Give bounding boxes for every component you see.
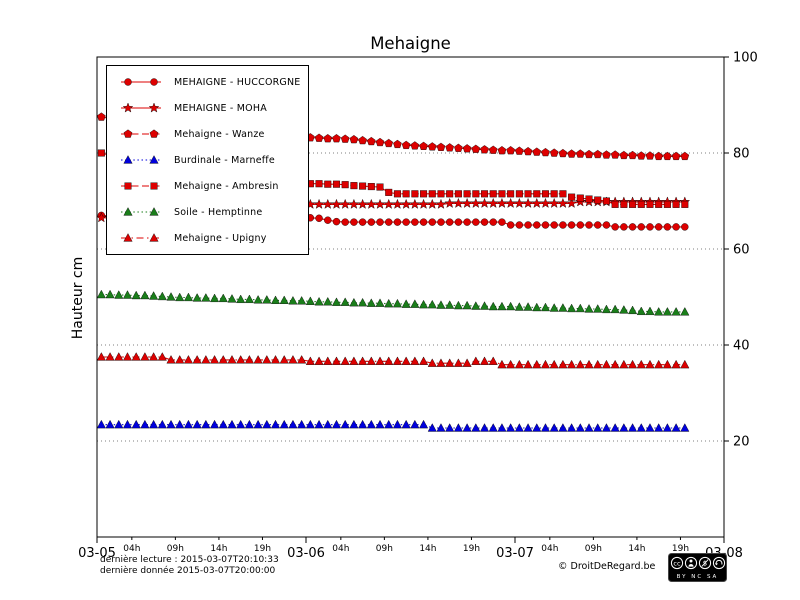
legend-entry-mehaigne-ambresin: Mehaigne - Ambresin <box>113 179 302 193</box>
series-soile-hemptinne <box>96 289 690 316</box>
chart-title: Mehaigne <box>370 34 451 53</box>
x-minor-tick-label: 09h <box>376 544 393 554</box>
x-minor-tick-label: 19h <box>254 544 271 554</box>
legend-entry-mehaigne-huccorgne: MEHAIGNE - HUCCORGNE <box>113 75 302 89</box>
legend-entry-mehaigne-moha: MEHAIGNE - MOHA <box>113 101 302 115</box>
legend-label: MEHAIGNE - HUCCORGNE <box>174 76 301 88</box>
legend-entry-soile-hemptinne: Soile - Hemptinne <box>113 205 302 219</box>
x-minor-tick-label: 09h <box>585 544 602 554</box>
footer-last-data: dernière donnée 2015-03-07T20:00:00 <box>100 566 276 576</box>
sa-arrow-icon <box>712 556 726 570</box>
y-tick-label: 60 <box>733 243 750 258</box>
footer-last-reading: dernière lecture : 2015-03-07T20:10:33 <box>100 555 279 565</box>
legend-key-mehaigne-upigny <box>121 233 161 242</box>
by-person-icon <box>684 556 698 570</box>
x-minor-tick-label: 19h <box>463 544 480 554</box>
legend-entry-burdinale-marneffe: Burdinale - Marneffe <box>113 153 302 167</box>
y-axis-label: Hauteur cm <box>70 256 86 340</box>
copyright-credit: © DroitDeRegard.be <box>558 561 656 572</box>
x-major-tick-label: 03-07 <box>496 546 534 561</box>
x-minor-tick-label: 04h <box>541 544 558 554</box>
legend-label: Burdinale - Marneffe <box>174 154 275 166</box>
legend-key-mehaigne-ambresin <box>121 182 161 190</box>
y-tick-label: 40 <box>733 339 750 354</box>
x-minor-tick-label: 14h <box>628 544 645 554</box>
series-burdinale-marneffe <box>96 419 690 432</box>
x-minor-tick-label: 04h <box>123 544 140 554</box>
y-tick-label: 20 <box>733 435 750 450</box>
y-tick-label: 100 <box>733 51 758 66</box>
x-major-tick-label: 03-05 <box>78 546 116 561</box>
legend-entry-mehaigne-upigny: Mehaigne - Upigny <box>113 231 302 245</box>
legend-key-soile-hemptinne <box>121 207 161 216</box>
cc-icon: cc <box>670 556 684 570</box>
x-minor-tick-label: 14h <box>210 544 227 554</box>
legend-key-mehaigne-moha <box>121 102 161 113</box>
y-tick-label: 80 <box>733 147 750 162</box>
legend-label: Mehaigne - Ambresin <box>174 180 279 192</box>
x-minor-tick-label: 14h <box>419 544 436 554</box>
legend-key-burdinale-marneffe <box>121 155 161 164</box>
x-major-tick-label: 03-06 <box>287 546 325 561</box>
x-minor-tick-label: 19h <box>672 544 689 554</box>
y-axis: 20 40 60 80 100 <box>724 51 758 450</box>
legend-key-mehaigne-wanze <box>121 129 161 138</box>
plot-border <box>96 56 725 538</box>
legend: MEHAIGNE - HUCCORGNE MEHAIGNE - MOHA Mehai… <box>106 65 309 255</box>
legend-label: MEHAIGNE - MOHA <box>174 102 267 114</box>
legend-entry-mehaigne-wanze: Mehaigne - Wanze <box>113 127 302 141</box>
cc-badge-text: BY NC SA <box>677 574 719 580</box>
svg-text:cc: cc <box>673 559 681 567</box>
nc-dollar-icon: $ <box>698 556 712 570</box>
cc-badge-background <box>668 553 727 582</box>
cc-license-badge[interactable]: cc $ BY NC SA <box>668 553 727 582</box>
legend-label: Mehaigne - Wanze <box>174 128 265 140</box>
x-minor-tick-label: 09h <box>167 544 184 554</box>
x-axis: 03-0503-0603-0703-0804h09h14h19h04h09h14… <box>78 537 743 561</box>
legend-key-mehaigne-huccorgne <box>121 78 161 86</box>
legend-label: Mehaigne - Upigny <box>174 232 267 244</box>
series-mehaigne-upigny <box>96 352 690 369</box>
legend-label: Soile - Hemptinne <box>174 206 263 218</box>
x-minor-tick-label: 04h <box>332 544 349 554</box>
